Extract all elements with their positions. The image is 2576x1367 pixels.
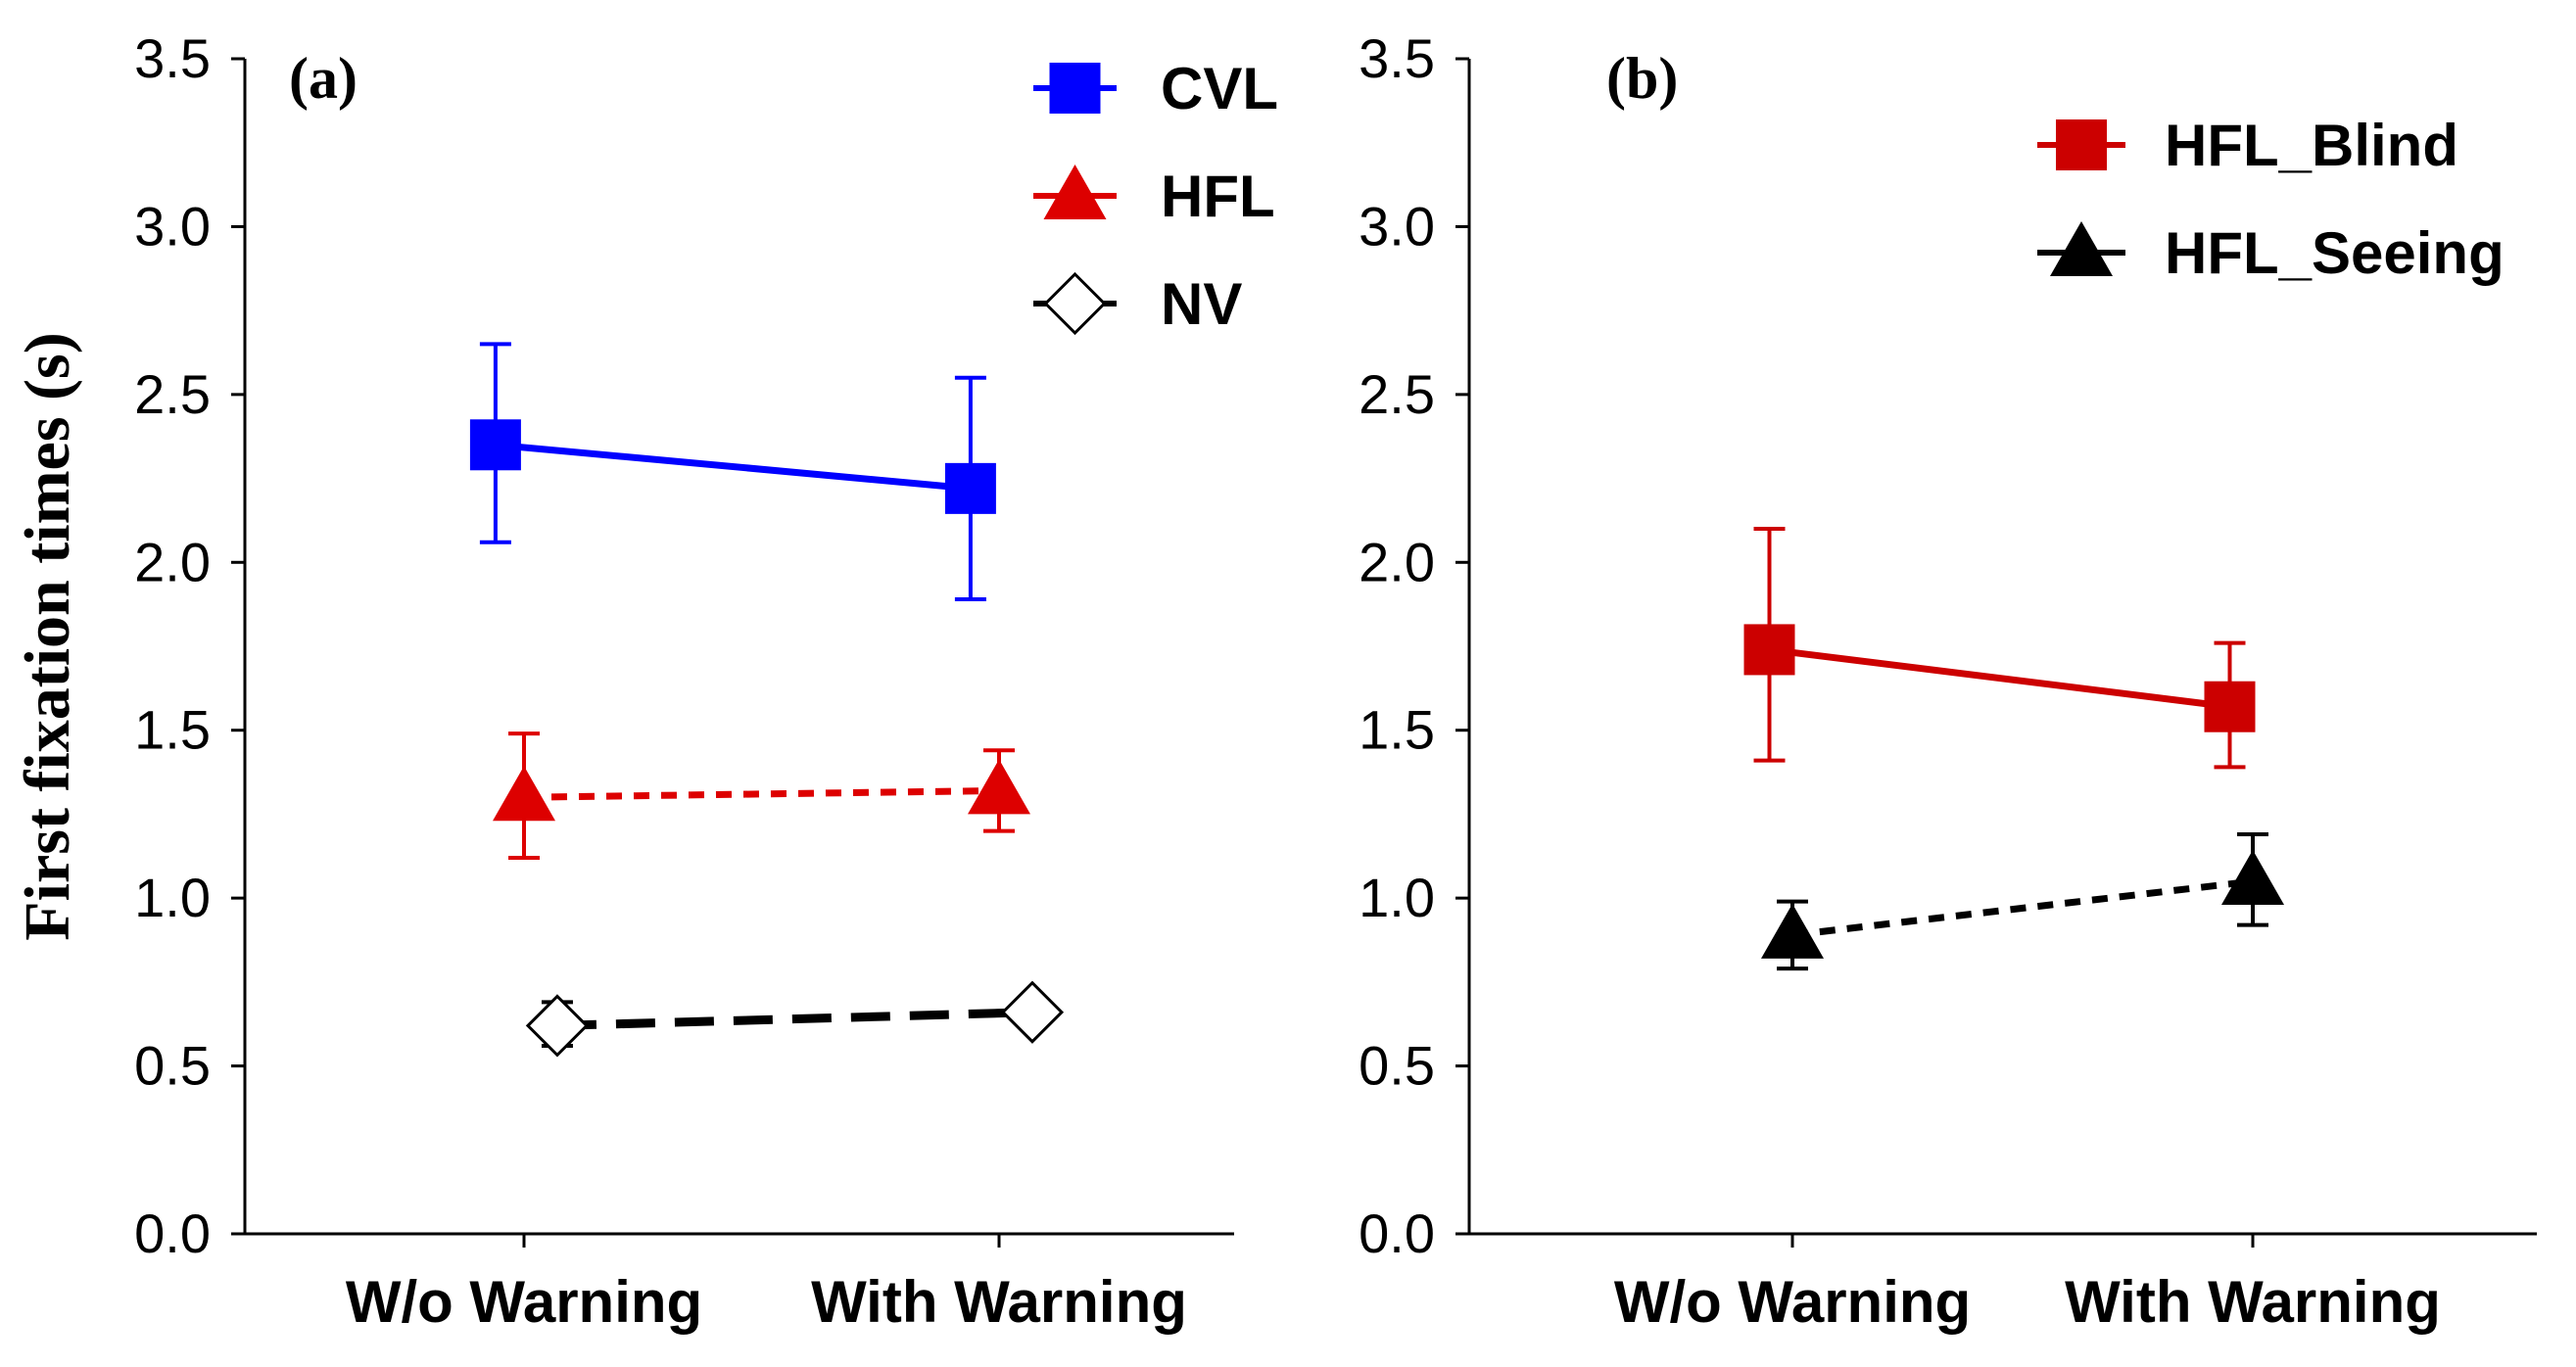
- legend-b: HFL_Blind HFL_Seeing: [2037, 113, 2504, 286]
- data-point: [944, 462, 996, 514]
- data-point: [968, 759, 1030, 815]
- series-group-b: [1743, 527, 2284, 971]
- y-tick-label: 1.0: [134, 867, 211, 928]
- series-cvl: [469, 342, 996, 601]
- y-tick-label: 1.5: [134, 699, 211, 761]
- data-point: [2204, 681, 2256, 732]
- data-point: [469, 419, 521, 471]
- data-point: [2221, 850, 2284, 905]
- series-nv: [525, 980, 1065, 1058]
- y-tick-label: 0.0: [1359, 1202, 1435, 1264]
- panel-label-a: (a): [289, 46, 358, 111]
- legend-label: NV: [1161, 271, 1242, 337]
- y-tick-label: 1.0: [1359, 867, 1435, 928]
- series-line: [523, 786, 1000, 801]
- series-hfl-blind: [1743, 527, 2256, 770]
- x-tick-label: W/o Warning: [1614, 1269, 1971, 1335]
- y-axis-label: First fixation times (s): [12, 332, 83, 940]
- y-tick-label: 2.0: [1359, 531, 1435, 592]
- legend-a: CVL HFL NV: [1033, 56, 1278, 337]
- y-tick-label: 2.0: [134, 531, 211, 592]
- data-point: [525, 994, 590, 1058]
- legend-label: CVL: [1161, 56, 1278, 121]
- y-tick-label: 0.5: [134, 1035, 211, 1097]
- data-point: [1761, 903, 1824, 959]
- y-tick-label: 2.5: [134, 363, 211, 425]
- legend-label: HFL: [1161, 164, 1275, 229]
- panel-b: (b) 0.0 0.5 1.0 1.5 2.0 2.5 3.0 3.5 W/o Warning W…: [1359, 27, 2537, 1335]
- series-line: [1769, 645, 2230, 711]
- legend-label: HFL_Blind: [2165, 113, 2458, 178]
- legend-item-cvl: CVL: [1033, 56, 1278, 121]
- legend-item-hfl-seeing: HFL_Seeing: [2037, 220, 2504, 286]
- series-hfl-seeing: [1761, 832, 2284, 971]
- series-hfl: [493, 731, 1030, 860]
- legend-item-hfl-blind: HFL_Blind: [2037, 113, 2458, 178]
- legend-marker: [1049, 63, 1101, 114]
- y-tick-label: 3.0: [134, 195, 211, 257]
- y-tick-label: 2.5: [1359, 363, 1435, 425]
- legend-marker: [2050, 221, 2113, 276]
- x-tick-label: With Warning: [811, 1269, 1187, 1335]
- legend-item-nv: NV: [1033, 271, 1242, 337]
- panel-label-b: (b): [1606, 46, 1678, 111]
- series-line: [556, 1008, 1033, 1030]
- series-group-a: [469, 342, 1065, 1058]
- legend-marker: [1043, 271, 1107, 336]
- y-tick-label: 3.5: [134, 27, 211, 89]
- legend-marker: [2056, 119, 2107, 170]
- y-tick-label: 0.0: [134, 1202, 211, 1264]
- y-tick-label: 3.0: [1359, 195, 1435, 257]
- y-tick-label: 0.5: [1359, 1035, 1435, 1097]
- legend-marker: [1043, 165, 1107, 219]
- data-point: [1000, 980, 1065, 1044]
- axes-a: 0.0 0.5 1.0 1.5 2.0 2.5 3.0 3.5 W/o Warning With …: [134, 27, 1234, 1335]
- legend-item-hfl: HFL: [1033, 164, 1275, 229]
- panel-a: First fixation times (s) (a) 0.0 0.5 1.0 1.…: [12, 27, 1278, 1335]
- series-line: [495, 441, 972, 493]
- x-tick-label: With Warning: [2065, 1269, 2441, 1335]
- x-tick-label: W/o Warning: [346, 1269, 702, 1335]
- data-point: [493, 766, 555, 822]
- y-tick-label: 3.5: [1359, 27, 1435, 89]
- data-point: [1743, 624, 1795, 676]
- axes-b: 0.0 0.5 1.0 1.5 2.0 2.5 3.0 3.5 W/o Warning With …: [1359, 27, 2537, 1335]
- series-line: [1791, 877, 2254, 939]
- legend-label: HFL_Seeing: [2165, 220, 2504, 286]
- y-tick-label: 1.5: [1359, 699, 1435, 761]
